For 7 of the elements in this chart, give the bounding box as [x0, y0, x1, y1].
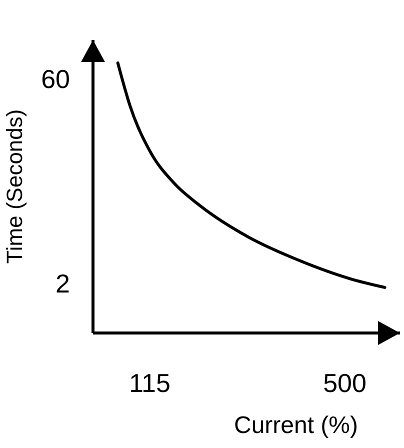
y-tick-label: 60 — [41, 64, 70, 94]
y-tick-label: 2 — [56, 268, 70, 299]
x-tick-label: 115 — [129, 368, 170, 398]
x-axis-title: Current (%) — [234, 412, 358, 439]
y-axis-title: Time (Seconds) — [2, 109, 27, 264]
line-series — [116, 61, 386, 289]
x-tick-label: 500 — [323, 368, 366, 398]
